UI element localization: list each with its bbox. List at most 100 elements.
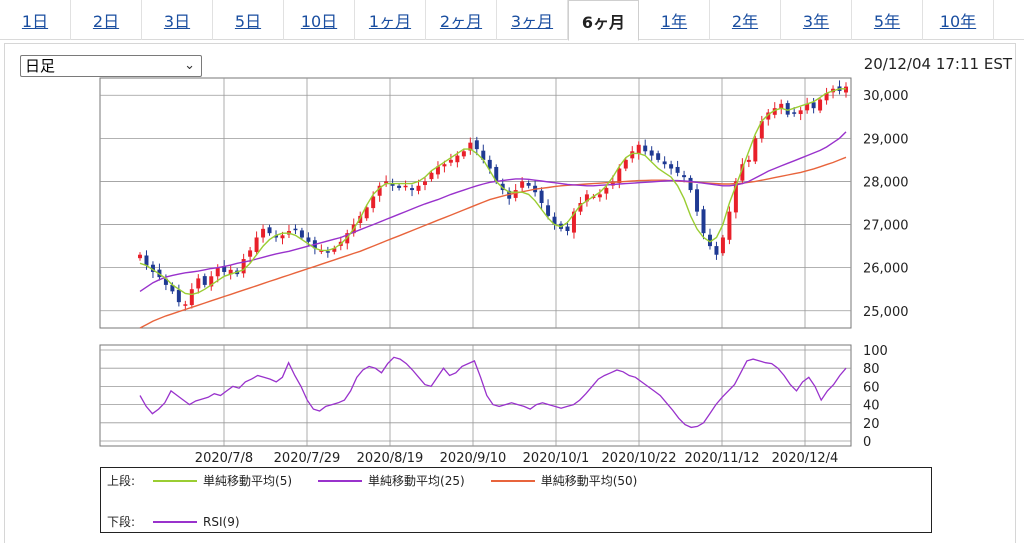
candle-body bbox=[643, 145, 648, 152]
legend-item: RSI(9) bbox=[151, 515, 240, 529]
rsi-tick-label: 20 bbox=[863, 417, 880, 432]
candle-body bbox=[578, 203, 583, 212]
tab-6[interactable]: 2ヶ月 bbox=[426, 0, 497, 40]
candle-body bbox=[358, 215, 363, 223]
candle-body bbox=[299, 230, 304, 238]
tab-13[interactable]: 10年 bbox=[923, 0, 994, 40]
candle-body bbox=[222, 266, 227, 272]
candle-body bbox=[228, 269, 233, 275]
tab-0[interactable]: 1日 bbox=[0, 0, 71, 40]
candle-body bbox=[688, 177, 693, 191]
candle-body bbox=[649, 150, 654, 156]
candle-body bbox=[209, 276, 214, 287]
candle-body bbox=[189, 289, 194, 306]
candle-body bbox=[170, 284, 175, 292]
sma5-line bbox=[139, 88, 846, 296]
tab-9[interactable]: 1年 bbox=[639, 0, 710, 40]
candle-body bbox=[792, 112, 797, 114]
candle-body bbox=[397, 185, 402, 188]
legend-lower-row: 下段: RSI(9) bbox=[107, 513, 264, 530]
candle-body bbox=[552, 216, 557, 225]
tab-3[interactable]: 5日 bbox=[213, 0, 284, 40]
price-plot-frame bbox=[99, 77, 852, 329]
candle-body bbox=[571, 211, 576, 233]
candle-body bbox=[565, 226, 570, 232]
candle-body bbox=[267, 227, 272, 234]
candle-body bbox=[844, 86, 848, 93]
timestamp: 20/12/04 17:11 EST bbox=[863, 55, 1012, 73]
candle-body bbox=[494, 166, 499, 182]
candle-body bbox=[455, 155, 460, 163]
candle-body bbox=[695, 189, 700, 212]
candle-body bbox=[662, 161, 667, 165]
candle-body bbox=[332, 248, 337, 252]
tab-7[interactable]: 3ヶ月 bbox=[497, 0, 568, 40]
candle-body bbox=[539, 190, 544, 203]
candle-body bbox=[364, 207, 369, 219]
tab-2[interactable]: 3日 bbox=[142, 0, 213, 40]
candle-body bbox=[241, 259, 246, 274]
candle-body bbox=[759, 121, 764, 139]
candle-body bbox=[150, 264, 155, 272]
rsi-tick-label: 40 bbox=[863, 399, 880, 414]
legend-item-label: 単純移動平均(50) bbox=[540, 474, 638, 488]
x-tick-label: 2020/7/29 bbox=[274, 451, 341, 466]
candle-body bbox=[183, 304, 188, 306]
candle-body bbox=[805, 103, 810, 111]
candle-body bbox=[604, 187, 609, 194]
legend-item: 単純移動平均(5) bbox=[151, 472, 292, 489]
legend-line-swatch bbox=[153, 520, 198, 523]
period-select[interactable]: 日足 ⌄ bbox=[20, 55, 202, 77]
price-tick-label: 25,000 bbox=[863, 305, 909, 320]
candle-body bbox=[740, 164, 745, 181]
chevron-down-icon: ⌄ bbox=[184, 58, 195, 73]
legend-line-swatch bbox=[318, 479, 363, 482]
candle-body bbox=[623, 159, 628, 169]
tab-4[interactable]: 10日 bbox=[284, 0, 355, 40]
x-tick-label: 2020/7/8 bbox=[195, 451, 253, 466]
candle-body bbox=[319, 250, 324, 252]
candle-body bbox=[248, 250, 253, 257]
candle-body bbox=[487, 159, 492, 169]
price-tick-label: 26,000 bbox=[863, 262, 909, 277]
legend-line-swatch bbox=[490, 479, 535, 482]
tab-10[interactable]: 2年 bbox=[710, 0, 781, 40]
candle-body bbox=[138, 254, 142, 259]
candle-body bbox=[196, 278, 201, 289]
x-tick-label: 2020/10/1 bbox=[523, 451, 590, 466]
tab-11[interactable]: 3年 bbox=[781, 0, 852, 40]
tab-8[interactable]: 6ヶ月 bbox=[568, 0, 639, 41]
tab-12[interactable]: 5年 bbox=[852, 0, 923, 40]
candle-body bbox=[390, 183, 395, 186]
candle-body bbox=[526, 183, 531, 186]
legend-item: 単純移動平均(25) bbox=[316, 472, 465, 489]
candle-body bbox=[461, 151, 466, 157]
legend-line-swatch bbox=[153, 479, 198, 482]
candle-body bbox=[306, 237, 311, 242]
sma50-line bbox=[139, 156, 847, 329]
candle-body bbox=[818, 99, 823, 111]
candle-body bbox=[656, 153, 661, 160]
x-tick-label: 2020/8/19 bbox=[357, 451, 424, 466]
candle-body bbox=[293, 228, 298, 231]
candle-body bbox=[727, 211, 732, 240]
rsi-tick-label: 80 bbox=[863, 362, 880, 377]
x-tick-label: 2020/11/12 bbox=[685, 451, 760, 466]
candle-body bbox=[513, 190, 518, 198]
candle-body bbox=[254, 237, 259, 252]
tab-5[interactable]: 1ヶ月 bbox=[355, 0, 426, 40]
candle-body bbox=[410, 188, 415, 191]
price-tick-label: 27,000 bbox=[863, 219, 909, 234]
candle-body bbox=[215, 267, 220, 277]
candle-body bbox=[701, 209, 706, 234]
rsi-tick-label: 60 bbox=[863, 380, 880, 395]
legend-item-label: RSI(9) bbox=[203, 514, 240, 529]
tab-1[interactable]: 2日 bbox=[71, 0, 142, 40]
candle-body bbox=[610, 181, 615, 186]
candle-body bbox=[753, 138, 758, 162]
candle-body bbox=[202, 276, 207, 285]
candle-body bbox=[416, 185, 421, 191]
candle-body bbox=[500, 183, 505, 191]
price-tick-label: 30,000 bbox=[863, 89, 909, 104]
candle-body bbox=[675, 166, 680, 173]
